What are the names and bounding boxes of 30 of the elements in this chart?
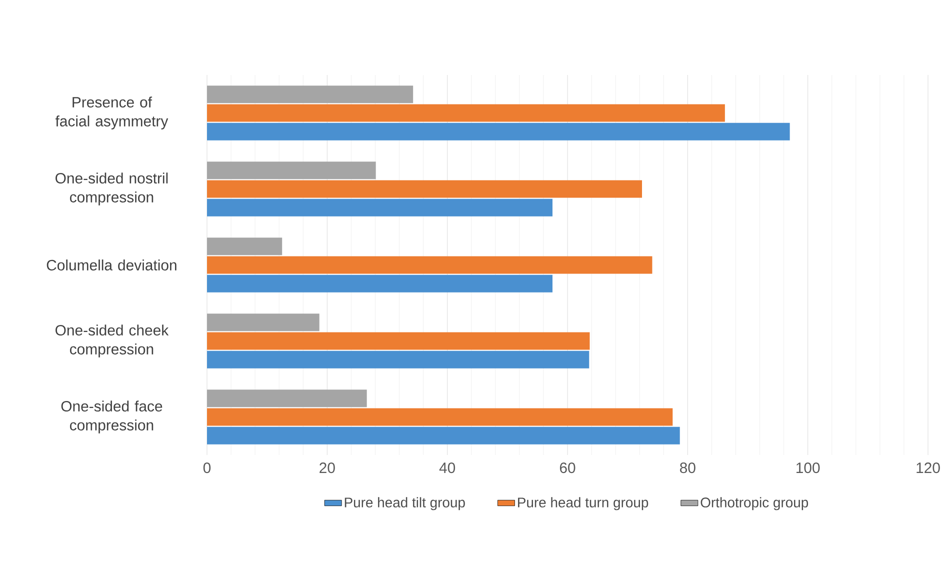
x-tick-label: 0 — [203, 462, 211, 474]
x-tick-label: 80 — [680, 462, 696, 474]
legend-label: Pure head turn group — [518, 497, 648, 510]
bar — [207, 180, 642, 198]
bar — [207, 238, 282, 256]
x-tick-label: 120 — [916, 462, 940, 474]
x-tick-label: 100 — [796, 462, 820, 474]
bar — [207, 274, 552, 292]
bar — [207, 426, 680, 444]
bar — [207, 314, 320, 332]
y-tick-label: Presence of facial asymmetry — [55, 96, 168, 130]
bar — [207, 122, 790, 140]
bar — [207, 198, 552, 216]
x-tick-label: 20 — [320, 462, 335, 474]
bar — [207, 86, 414, 104]
bar — [207, 408, 673, 426]
bar — [207, 256, 652, 274]
bar — [207, 162, 376, 180]
bar — [207, 350, 590, 368]
x-tick-label: 60 — [560, 462, 576, 474]
y-tick-label: One-sided nostril compression — [56, 172, 168, 206]
x-tick-label: 40 — [439, 462, 456, 474]
legend-label: Pure head tilt group — [344, 497, 465, 510]
bar — [207, 104, 725, 122]
y-tick-label: One-sided face compression — [61, 400, 162, 434]
bar — [207, 390, 367, 408]
legend-label: Orthotropic group — [700, 497, 808, 510]
bar — [207, 332, 590, 350]
y-tick-label: Columella deviation — [46, 260, 176, 270]
y-tick-label: One-sided cheek compression — [56, 324, 169, 358]
